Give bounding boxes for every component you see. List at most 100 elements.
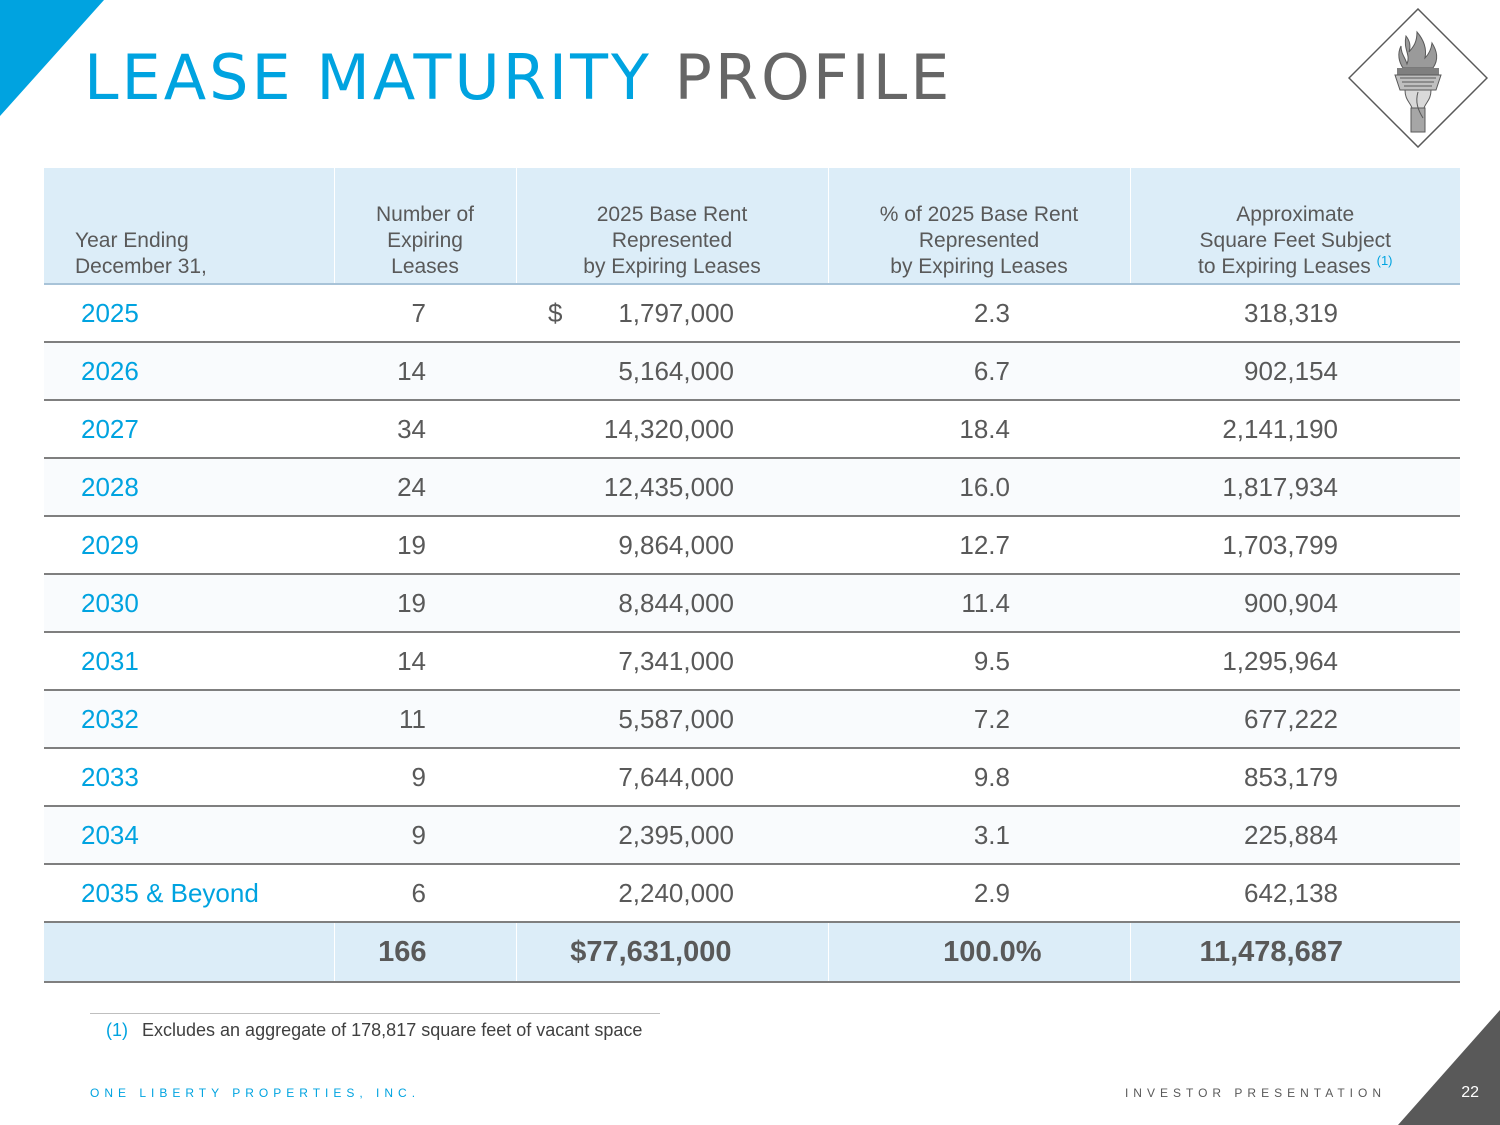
header-rent-line-3: by Expiring Leases <box>583 255 761 278</box>
table-row: 2030 19 8,844,000 11.4 900,904 <box>44 574 1460 633</box>
cell-rent: 5,164,000 <box>516 342 828 401</box>
lease-maturity-table: Year Ending December 31, Number of Expirin… <box>44 168 1460 983</box>
cell-pct: 11.4 <box>828 574 1130 633</box>
table-header-row: Year Ending December 31, Number of Expirin… <box>44 168 1460 285</box>
cell-rent: 5,587,000 <box>516 690 828 749</box>
cell-rent: 7,644,000 <box>516 748 828 807</box>
table-row: 2025 7 $1,797,000 2.3 318,319 <box>44 284 1460 343</box>
total-sqft: 11,478,687 <box>1129 922 1460 983</box>
cell-rent: 2,395,000 <box>516 806 828 865</box>
header-pct: % of 2025 Base Rent Represented by Expirin… <box>827 168 1130 285</box>
page-title: LEASE MATURITY PROFILE <box>84 38 952 118</box>
total-count: 166 <box>333 922 516 983</box>
table-row: 2033 9 7,644,000 9.8 853,179 <box>44 748 1460 807</box>
header-pct-line-1: % of 2025 Base Rent <box>879 203 1079 226</box>
cell-sqft: 1,295,964 <box>1130 632 1460 691</box>
cell-year: 2028 <box>44 458 334 517</box>
cell-pct: 9.8 <box>828 748 1130 807</box>
header-sqft: Approximate Square Feet Subject to Expirin… <box>1129 168 1460 285</box>
cell-year: 2027 <box>44 400 334 459</box>
cell-sqft: 318,319 <box>1130 284 1460 343</box>
cell-sqft: 677,222 <box>1130 690 1460 749</box>
cell-count: 14 <box>334 632 516 691</box>
table-row: 2035 & Beyond 6 2,240,000 2.9 642,138 <box>44 864 1460 923</box>
cell-pct: 2.9 <box>828 864 1130 923</box>
cell-sqft: 1,703,799 <box>1130 516 1460 575</box>
cell-count: 9 <box>334 748 516 807</box>
footnote-divider <box>90 1013 660 1014</box>
cell-pct: 12.7 <box>828 516 1130 575</box>
header-year-line-1: Year Ending <box>75 229 189 252</box>
cell-pct: 18.4 <box>828 400 1130 459</box>
cell-count: 9 <box>334 806 516 865</box>
cell-year: 2029 <box>44 516 334 575</box>
table-row: 2027 34 14,320,000 18.4 2,141,190 <box>44 400 1460 459</box>
cell-year: 2025 <box>44 284 334 343</box>
header-pct-line-2: Represented <box>918 229 1040 252</box>
title-part-1: LEASE MATURITY <box>84 41 652 114</box>
cell-sqft: 902,154 <box>1130 342 1460 401</box>
cell-pct: 3.1 <box>828 806 1130 865</box>
torch-logo-icon <box>1348 8 1488 148</box>
corner-accent-bottom-right <box>1398 1010 1500 1125</box>
cell-sqft: 2,141,190 <box>1130 400 1460 459</box>
header-count-line-2: Expiring <box>387 229 463 252</box>
cell-rent: 8,844,000 <box>516 574 828 633</box>
cell-sqft: 225,884 <box>1130 806 1460 865</box>
cell-rent-value: 1,797,000 <box>618 297 734 328</box>
cell-rent: 12,435,000 <box>516 458 828 517</box>
cell-count: 19 <box>334 516 516 575</box>
header-sqft-line-1: Approximate <box>1236 203 1355 226</box>
cell-count: 7 <box>334 284 516 343</box>
footnote-mark: (1) <box>106 1020 128 1040</box>
cell-year: 2034 <box>44 806 334 865</box>
header-sqft-line-2: Square Feet Subject <box>1199 229 1391 252</box>
cell-year: 2026 <box>44 342 334 401</box>
header-rent-line-1: 2025 Base Rent <box>596 203 748 226</box>
footer-company-name: ONE LIBERTY PROPERTIES, INC. <box>90 1086 421 1100</box>
cell-rent: 7,341,000 <box>516 632 828 691</box>
table-total-row: 166 $77,631,000 100.0% 11,478,687 <box>44 922 1460 983</box>
cell-year: 2033 <box>44 748 334 807</box>
header-count-line-1: Number of <box>375 203 475 226</box>
header-sqft-footnote-ref: (1) <box>1376 253 1393 268</box>
cell-sqft: 1,817,934 <box>1130 458 1460 517</box>
footnote-text: Excludes an aggregate of 178,817 square … <box>142 1020 643 1040</box>
header-year-line-2: December 31, <box>75 255 207 278</box>
cell-rent: 14,320,000 <box>516 400 828 459</box>
header-count: Number of Expiring Leases <box>333 168 516 285</box>
cell-count: 19 <box>334 574 516 633</box>
table-row: 2032 11 5,587,000 7.2 677,222 <box>44 690 1460 749</box>
page-number: 22 <box>1461 1084 1479 1101</box>
header-pct-line-3: by Expiring Leases <box>890 255 1068 278</box>
cell-pct: 7.2 <box>828 690 1130 749</box>
cell-pct: 6.7 <box>828 342 1130 401</box>
table-row: 2031 14 7,341,000 9.5 1,295,964 <box>44 632 1460 691</box>
cell-count: 6 <box>334 864 516 923</box>
currency-symbol: $ <box>548 297 563 328</box>
title-part-2: PROFILE <box>674 41 953 114</box>
cell-sqft: 853,179 <box>1130 748 1460 807</box>
footer-presentation-label: INVESTOR PRESENTATION <box>1124 1086 1386 1100</box>
cell-count: 24 <box>334 458 516 517</box>
cell-sqft: 900,904 <box>1130 574 1460 633</box>
cell-pct: 2.3 <box>828 284 1130 343</box>
cell-year: 2032 <box>44 690 334 749</box>
table-row: 2028 24 12,435,000 16.0 1,817,934 <box>44 458 1460 517</box>
cell-rent: $1,797,000 <box>516 284 828 343</box>
cell-year: 2030 <box>44 574 334 633</box>
footnote: (1) Excludes an aggregate of 178,817 squa… <box>106 1020 642 1041</box>
cell-rent: 9,864,000 <box>516 516 828 575</box>
cell-pct: 9.5 <box>828 632 1130 691</box>
cell-count: 14 <box>334 342 516 401</box>
cell-year: 2035 & Beyond <box>44 864 334 923</box>
cell-count: 11 <box>334 690 516 749</box>
cell-year: 2031 <box>44 632 334 691</box>
header-count-line-3: Leases <box>391 255 459 278</box>
total-rent: $77,631,000 <box>515 922 828 983</box>
table-row: 2034 9 2,395,000 3.1 225,884 <box>44 806 1460 865</box>
table-row: 2026 14 5,164,000 6.7 902,154 <box>44 342 1460 401</box>
total-label-cell <box>44 922 334 983</box>
corner-accent-top-left <box>0 0 104 116</box>
header-sqft-line-3: to Expiring Leases <box>1197 255 1371 278</box>
